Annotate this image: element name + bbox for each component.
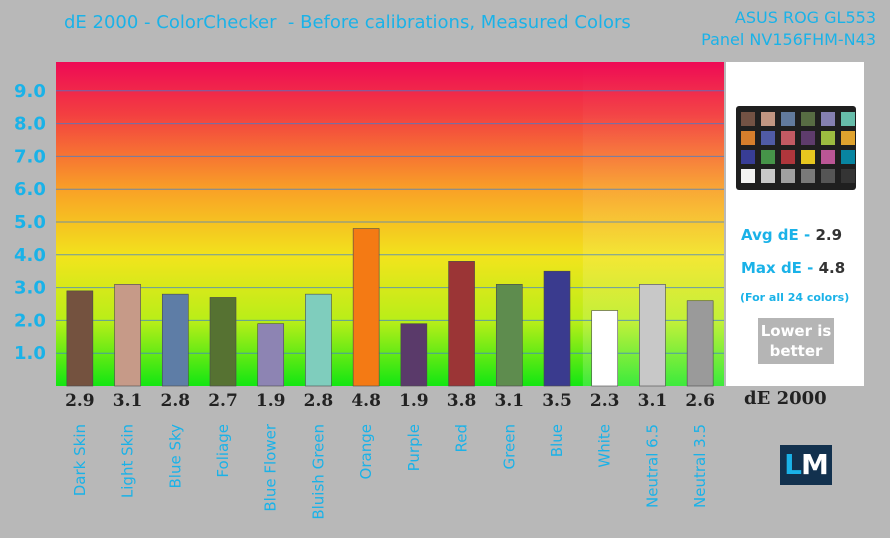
category-label: Blue — [548, 424, 566, 457]
category-label: Green — [500, 424, 518, 469]
bar — [66, 290, 94, 387]
bar — [305, 293, 332, 387]
checker-swatch — [801, 112, 815, 126]
value-label: 2.9 — [65, 391, 95, 411]
y-tick-label: 4.0 — [14, 245, 46, 266]
checker-swatch — [741, 150, 755, 164]
y-tick-label: 9.0 — [14, 81, 46, 102]
y-tick-label: 6.0 — [14, 179, 46, 200]
avg-de-value: 2.9 — [815, 226, 843, 244]
bar — [495, 284, 523, 387]
max-de-stat: Max dE - 4.8 — [741, 259, 845, 277]
y-tick-label: 2.0 — [14, 310, 46, 331]
logo-l: L — [784, 448, 802, 481]
y-tick-label: 1.0 — [14, 343, 46, 364]
device-name: ASUS ROG GL553 — [734, 8, 876, 27]
bar — [400, 323, 428, 387]
bar — [352, 228, 380, 387]
checker-swatch — [761, 112, 775, 126]
value-label: 2.3 — [590, 391, 620, 411]
category-label: Blue Flower — [262, 423, 280, 511]
checker-swatch — [761, 169, 775, 183]
logo-m: M — [800, 448, 829, 481]
category-label: Red — [453, 424, 471, 453]
value-label: 3.1 — [638, 391, 668, 411]
bar — [161, 293, 189, 387]
checker-swatch — [741, 112, 755, 126]
laptopmedia-logo: LM — [780, 445, 832, 485]
value-labels: 2.9 3.1 2.8 2.7 1.9 2.8 4.8 1.9 3.8 3.1 3.5 2.3 3.1 2… — [65, 391, 715, 411]
y-tick-label: 3.0 — [14, 278, 46, 299]
y-tick-labels: 1.0 2.0 3.0 4.0 5.0 6.0 7.0 8.0 9.0 — [14, 81, 46, 364]
chart-title: dE 2000 - ColorChecker - Before calibrat… — [64, 12, 631, 33]
value-label: 2.7 — [208, 391, 238, 411]
colorchecker-image — [736, 106, 856, 190]
bar — [257, 323, 285, 387]
checker-swatch — [781, 112, 795, 126]
checker-swatch — [841, 169, 855, 183]
checker-swatch — [761, 131, 775, 145]
checker-swatch — [841, 131, 855, 145]
bar — [448, 261, 475, 387]
lower-is-better-badge: Lower is better — [758, 318, 834, 364]
checker-swatch — [821, 169, 835, 183]
avg-de-stat: Avg dE - 2.9 — [741, 226, 842, 244]
value-label: 3.5 — [542, 391, 572, 411]
category-labels: Dark Skin Light Skin Blue Sky Foliage Blue F… — [71, 423, 709, 519]
checker-swatch — [801, 131, 815, 145]
category-label: Neutral 6.5 — [643, 424, 661, 508]
checker-swatch — [841, 112, 855, 126]
category-label: Foliage — [214, 424, 232, 478]
category-label: Purple — [405, 424, 423, 471]
checker-swatch — [781, 150, 795, 164]
value-label: 3.1 — [113, 391, 143, 411]
value-label: 2.8 — [304, 391, 334, 411]
y-tick-label: 7.0 — [14, 146, 46, 167]
bar — [639, 284, 666, 387]
avg-de-label: Avg dE - — [741, 226, 816, 244]
category-label: Light Skin — [119, 424, 137, 498]
lower-line2: better — [769, 342, 823, 360]
value-label: 1.9 — [399, 391, 429, 411]
panel-name: Panel NV156FHM-N43 — [701, 30, 876, 49]
value-label: 4.8 — [351, 391, 381, 411]
category-label: Orange — [357, 424, 375, 479]
checker-swatch — [781, 169, 795, 183]
max-de-label: Max dE - — [741, 259, 819, 277]
bars — [66, 228, 714, 387]
lower-line1: Lower is — [760, 322, 832, 340]
checker-swatch — [821, 131, 835, 145]
category-label: Blue Sky — [166, 424, 184, 489]
value-label: 3.1 — [494, 391, 524, 411]
checker-swatch — [801, 169, 815, 183]
max-de-value: 4.8 — [818, 259, 846, 277]
value-label: 2.8 — [160, 391, 190, 411]
bar — [591, 310, 619, 387]
y-tick-label: 5.0 — [14, 212, 46, 233]
checker-swatch — [801, 150, 815, 164]
checker-swatch — [781, 131, 795, 145]
colors-note: (For all 24 colors) — [740, 291, 850, 304]
bar — [114, 284, 141, 387]
category-label: Bluish Green — [309, 424, 327, 520]
checker-swatch — [821, 150, 835, 164]
category-label: White — [596, 424, 614, 468]
x-axis-title: dE 2000 — [744, 388, 827, 409]
value-label: 1.9 — [256, 391, 286, 411]
checker-swatch — [741, 169, 755, 183]
bar — [686, 300, 714, 387]
checker-swatch — [821, 112, 835, 126]
checker-swatch — [841, 150, 855, 164]
value-label: 3.8 — [447, 391, 477, 411]
bar — [209, 297, 237, 387]
category-label: Dark Skin — [71, 424, 89, 496]
bar — [543, 270, 571, 387]
category-label: Neutral 3.5 — [691, 424, 709, 508]
plot-background — [56, 62, 724, 386]
checker-swatch — [741, 131, 755, 145]
value-label: 2.6 — [685, 391, 715, 411]
checker-swatch — [761, 150, 775, 164]
y-tick-label: 8.0 — [14, 114, 46, 135]
